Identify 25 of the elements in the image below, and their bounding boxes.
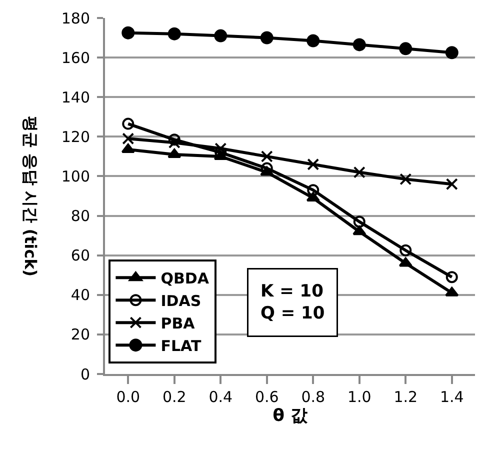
x-tick-label: 0.0 — [116, 388, 140, 406]
y-tick-label: 160 — [61, 48, 90, 67]
y-tick-label: 0 — [80, 365, 90, 384]
x-tick-label: 0.6 — [254, 388, 279, 406]
y-tick-label: 180 — [61, 9, 90, 28]
y-tick-label: 140 — [61, 88, 90, 106]
y-tick-label: 100 — [61, 167, 90, 186]
x-tick-label: 0.8 — [301, 388, 326, 406]
legend-label: PBA — [160, 314, 196, 332]
y-axis-title: 평균 응답 시간 (tick) — [21, 116, 40, 277]
x-axis-title: θ 값 — [272, 406, 308, 426]
y-tick-label: 20 — [70, 326, 90, 344]
legend-label: FLAT — [160, 336, 202, 355]
x-tick-label: 0.2 — [162, 388, 186, 406]
y-tick-label: 120 — [61, 128, 90, 146]
annotation: K = 10 Q = 10 — [260, 282, 325, 324]
legend-label: IDAS — [160, 292, 202, 310]
y-tick-label: 60 — [70, 246, 90, 265]
x-tick-label: 1.0 — [347, 388, 372, 406]
x-tick-label: 1.4 — [440, 388, 464, 406]
x-tick-label: 1.2 — [394, 388, 418, 406]
x-tick-label: 0.4 — [208, 388, 233, 406]
legend-label: QBDA — [160, 269, 210, 288]
y-tick-label: 80 — [70, 207, 90, 226]
y-tick-label: 40 — [70, 286, 90, 304]
